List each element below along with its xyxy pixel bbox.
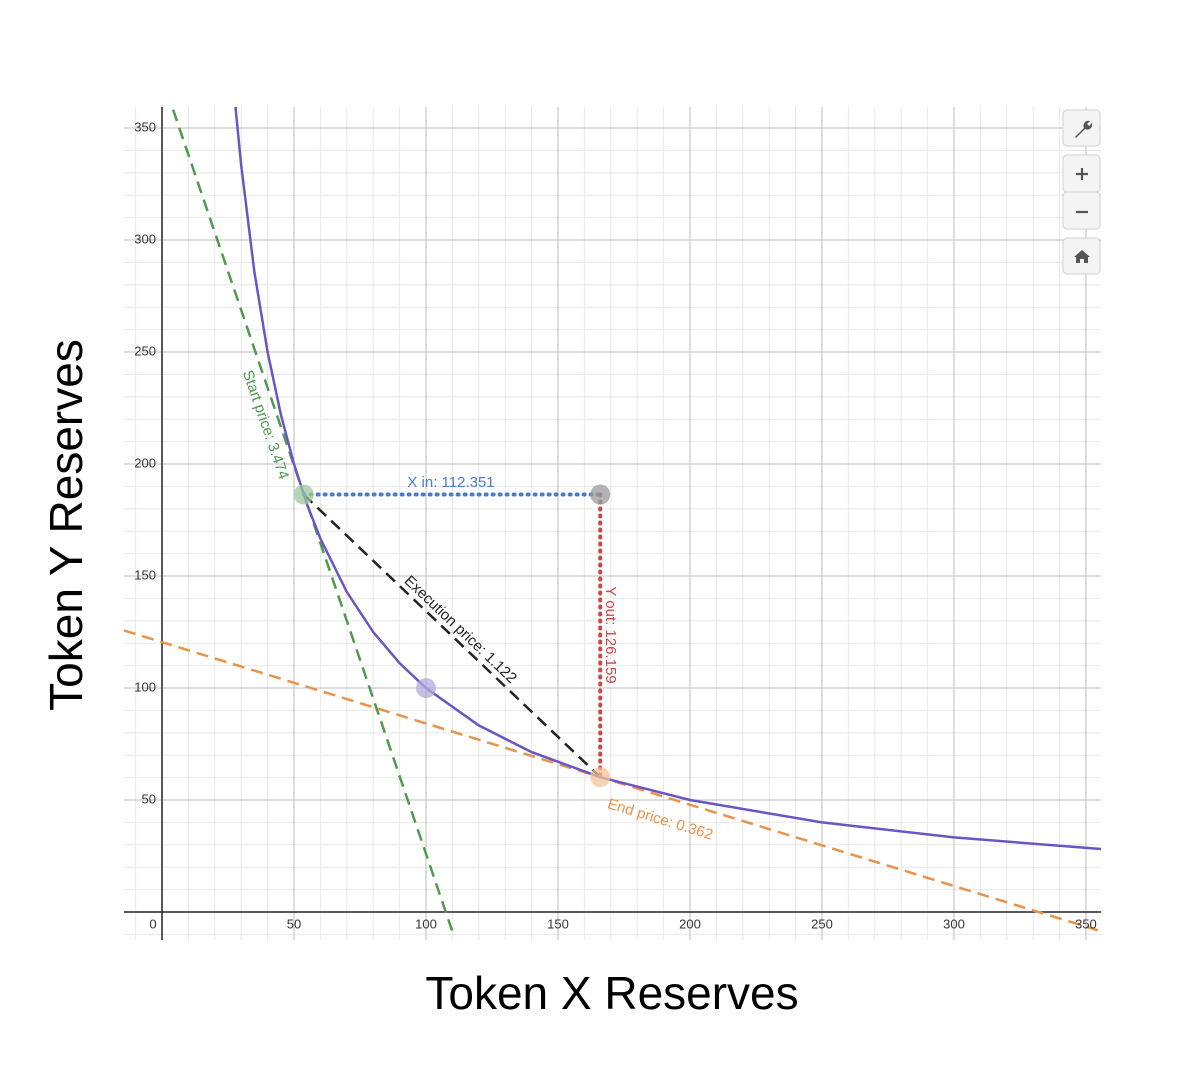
y-tick-label: 350 [134, 119, 156, 134]
x-tick-label: 100 [415, 916, 437, 931]
x-tick-label: 200 [679, 916, 701, 931]
y-tick-label: 250 [134, 343, 156, 358]
y-tick-label: 100 [134, 679, 156, 694]
series-line [171, 109, 455, 934]
y-tick-label: 200 [134, 455, 156, 470]
x-tick-label: 300 [943, 916, 965, 931]
series-line [302, 493, 602, 778]
point [590, 767, 611, 788]
annotation: X in: 112.351 [407, 474, 494, 491]
y-tick-label: 300 [134, 231, 156, 246]
y-tick-label: 150 [134, 567, 156, 582]
x-tick-label: 150 [547, 916, 569, 931]
x-tick-label: 50 [287, 916, 301, 931]
series-line [234, 107, 1101, 851]
settings-button[interactable] [1062, 109, 1101, 147]
x-tick-label: 250 [811, 916, 833, 931]
zoom-out-button[interactable] [1062, 191, 1101, 230]
x-tick-label: 350 [1075, 916, 1097, 931]
annotation: Y out: 126.159 [602, 586, 619, 683]
point [293, 484, 314, 505]
y-tick-label: 50 [142, 791, 156, 806]
point [590, 484, 611, 505]
home-button[interactable] [1062, 237, 1101, 275]
x-axis-title: Token X Reserves [425, 967, 798, 1019]
plot-area [124, 107, 1101, 940]
y-axis-title: Token Y Reserves [40, 339, 92, 711]
x-tick-label: 0 [149, 916, 156, 931]
zoom-in-button[interactable] [1062, 154, 1101, 193]
point [415, 678, 436, 699]
